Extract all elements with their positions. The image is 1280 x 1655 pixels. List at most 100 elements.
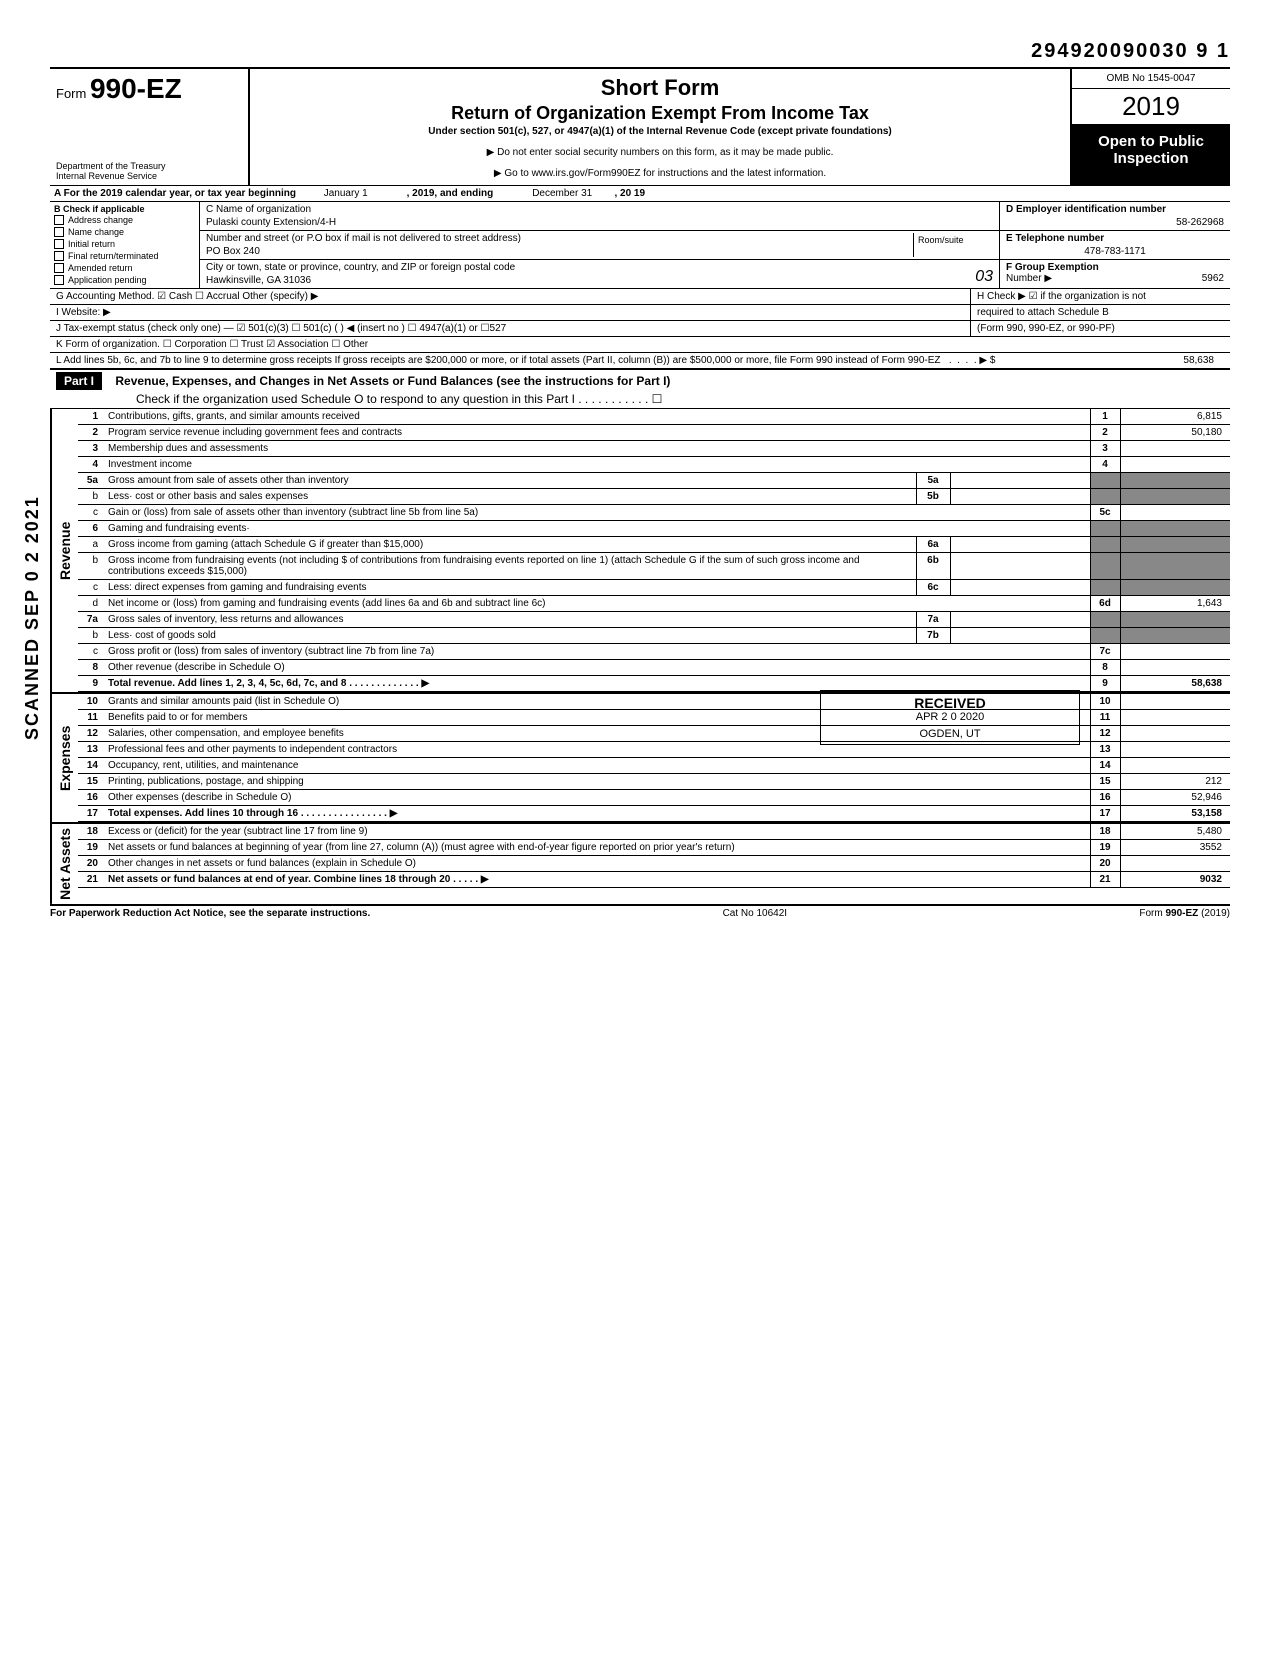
line-number: 10 — [78, 694, 104, 710]
line-desc: Less· cost or other basis and sales expe… — [104, 489, 916, 505]
right-line-number: 20 — [1090, 856, 1120, 872]
line-desc: Net assets or fund balances at beginning… — [104, 840, 1090, 856]
l-arrow: ▶ $ — [979, 355, 995, 366]
section-h: H Check ▶ ☑ if the organization is not — [970, 289, 1230, 304]
section-c-name: C Name of organization Pulaski county Ex… — [200, 202, 1000, 230]
room-suite: Room/suite — [913, 233, 993, 257]
checkbox[interactable] — [54, 215, 64, 225]
line-desc: Gross profit or (loss) from sales of inv… — [104, 644, 1090, 660]
inner-box-label: 7a — [916, 612, 950, 628]
right-line-number: 9 — [1090, 676, 1120, 692]
line-a-prefix: A For the 2019 calendar year, or tax yea… — [54, 188, 296, 199]
line-desc: Other changes in net assets or fund bala… — [104, 856, 1090, 872]
f-val: 5962 — [1202, 273, 1224, 284]
form-number: Form 990-EZ — [56, 73, 242, 105]
section-k: K Form of organization. ☐ Corporation ☐ … — [50, 337, 1230, 352]
title2: Return of Organization Exempt From Incom… — [260, 103, 1060, 124]
right-line-number: 7c — [1090, 644, 1120, 660]
line-number: 3 — [78, 441, 104, 457]
line-desc: Other expenses (describe in Schedule O) — [104, 790, 1090, 806]
line-number: b — [78, 553, 104, 580]
line-desc: Net income or (loss) from gaming and fun… — [104, 596, 1090, 612]
note1: ▶ Do not enter social security numbers o… — [260, 147, 1060, 158]
revenue-section: Revenue 1Contributions, gifts, grants, a… — [50, 409, 1230, 692]
line-a-end: December 31 — [532, 188, 592, 199]
line-a-begin: January 1 — [324, 188, 368, 199]
amount — [1120, 726, 1230, 742]
line-number: 16 — [78, 790, 104, 806]
side-revenue: Revenue — [50, 409, 78, 692]
amount: 52,946 — [1120, 790, 1230, 806]
table-row: bGross income from fundraising events (n… — [78, 553, 1230, 580]
line-number: 13 — [78, 742, 104, 758]
part1-header: Part I Revenue, Expenses, and Changes in… — [50, 370, 1230, 409]
section-g: G Accounting Method. ☑ Cash ☐ Accrual Ot… — [50, 289, 970, 304]
h-line1: H Check ▶ ☑ if the organization is not — [977, 291, 1224, 302]
checkbox[interactable] — [54, 275, 64, 285]
shaded-cell — [1090, 612, 1120, 628]
line-number: 8 — [78, 660, 104, 676]
line-number: c — [78, 505, 104, 521]
line-number: 9 — [78, 676, 104, 692]
line-desc: Other revenue (describe in Schedule O) — [104, 660, 1090, 676]
shaded-cell — [1120, 521, 1230, 537]
line-desc: Total expenses. Add lines 10 through 16 … — [104, 806, 1090, 822]
shaded-cell — [1120, 553, 1230, 580]
expenses-section: Expenses RECEIVED APR 2 0 2020 OGDEN, UT… — [50, 692, 1230, 822]
table-row: 16Other expenses (describe in Schedule O… — [78, 790, 1230, 806]
line-desc: Contributions, gifts, grants, and simila… — [104, 409, 1090, 425]
inner-box-value — [950, 628, 1090, 644]
subtitle: Under section 501(c), 527, or 4947(a)(1)… — [260, 126, 1060, 137]
line-desc: Gross amount from sale of assets other t… — [104, 473, 916, 489]
line-desc: Excess or (deficit) for the year (subtra… — [104, 824, 1090, 840]
revenue-table: 1Contributions, gifts, grants, and simil… — [78, 409, 1230, 692]
right-line-number: 11 — [1090, 710, 1120, 726]
shaded-cell — [1090, 521, 1120, 537]
inner-box-value — [950, 537, 1090, 553]
table-row: 20Other changes in net assets or fund ba… — [78, 856, 1230, 872]
right-line-number: 1 — [1090, 409, 1120, 425]
checkbox[interactable] — [54, 263, 64, 273]
line-a-suffix: , 20 19 — [614, 188, 645, 199]
open-public: Open to Public Inspection — [1072, 125, 1230, 185]
line-desc: Program service revenue including govern… — [104, 425, 1090, 441]
line-number: 12 — [78, 726, 104, 742]
line-desc: Gross sales of inventory, less returns a… — [104, 612, 916, 628]
line-number: b — [78, 628, 104, 644]
section-f: F Group Exemption Number ▶ 5962 — [1000, 260, 1230, 288]
table-row: 3Membership dues and assessments3 — [78, 441, 1230, 457]
row-i: I Website: ▶ required to attach Schedule… — [50, 305, 1230, 321]
header-mid: Short Form Return of Organization Exempt… — [250, 69, 1070, 185]
line-desc: Membership dues and assessments — [104, 441, 1090, 457]
row-gh: G Accounting Method. ☑ Cash ☐ Accrual Ot… — [50, 289, 1230, 305]
footer-mid: Cat No 10642I — [723, 908, 788, 919]
table-row: 8Other revenue (describe in Schedule O)8 — [78, 660, 1230, 676]
c-name-label: C Name of organization — [206, 204, 993, 215]
line-desc: Gross income from gaming (attach Schedul… — [104, 537, 916, 553]
line-number: 2 — [78, 425, 104, 441]
shaded-cell — [1120, 612, 1230, 628]
line-number: 6 — [78, 521, 104, 537]
line-number: 1 — [78, 409, 104, 425]
line-number: b — [78, 489, 104, 505]
inner-box-value — [950, 473, 1090, 489]
checkbox[interactable] — [54, 227, 64, 237]
line-number: 21 — [78, 872, 104, 888]
checkbox[interactable] — [54, 251, 64, 261]
received-ogden: OGDEN, UT — [825, 725, 1075, 740]
amount: 1,643 — [1120, 596, 1230, 612]
part1-title: Revenue, Expenses, and Changes in Net As… — [115, 374, 670, 388]
dept1: Department of the Treasury — [56, 161, 242, 171]
amount: 58,638 — [1120, 676, 1230, 692]
line-number: 4 — [78, 457, 104, 473]
section-l: L Add lines 5b, 6c, and 7b to line 9 to … — [50, 353, 1230, 370]
table-row: cGross profit or (loss) from sales of in… — [78, 644, 1230, 660]
line-desc: Investment income — [104, 457, 1090, 473]
shaded-cell — [1120, 580, 1230, 596]
right-line-number: 19 — [1090, 840, 1120, 856]
line-desc: Gross income from fundraising events (no… — [104, 553, 916, 580]
table-row: 7aGross sales of inventory, less returns… — [78, 612, 1230, 628]
amount — [1120, 758, 1230, 774]
part1-label: Part I — [56, 372, 102, 390]
checkbox[interactable] — [54, 239, 64, 249]
